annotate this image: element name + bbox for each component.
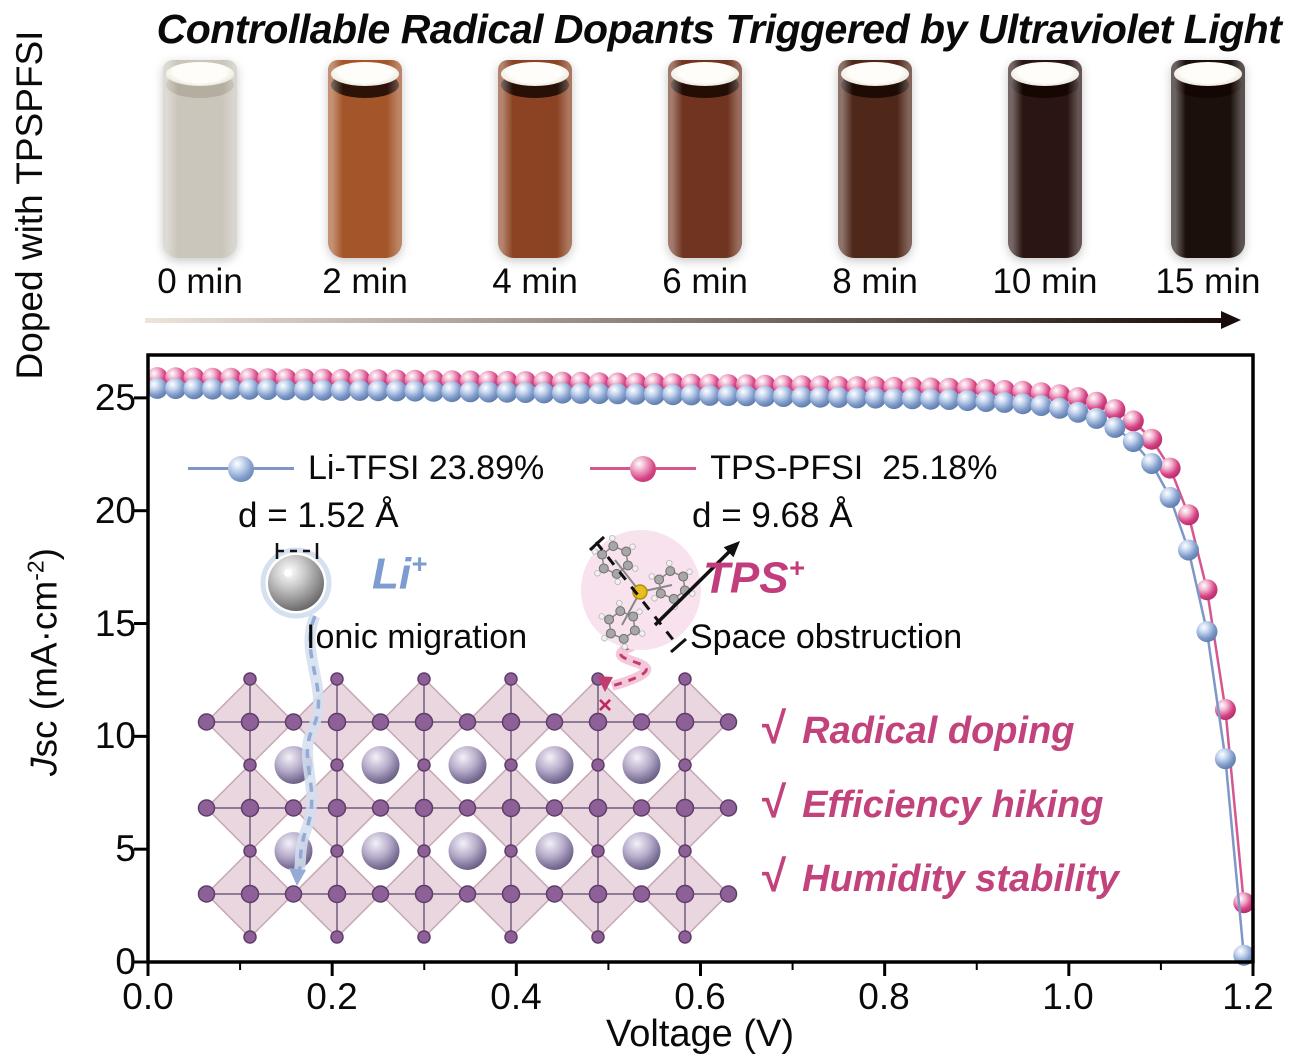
space-obstruction-arrow [597,641,652,692]
legend-line-pink [590,467,631,470]
y-tick-0: 0 [115,941,136,982]
space-obstruction-label: Space obstruction [690,618,963,656]
vial-photo [668,60,742,258]
check-icon: √ [762,778,787,827]
vial-time-label: 8 min [832,262,918,301]
x-tick-1.0: 1.0 [1042,976,1094,1017]
legend-label-li-tfsi: Li-TFSI 23.89% [308,449,545,487]
vial-cap [1010,62,1080,86]
tps-molecule [581,530,740,654]
vial-time-label: 10 min [992,262,1098,301]
vial-gloss [498,60,572,258]
figure-title: Controllable Radical Dopants Triggered b… [156,6,1282,52]
jv-curves [146,367,1255,966]
li-caliper-icon [275,543,319,559]
vial-time-label: 15 min [1155,262,1261,301]
y-tick-20: 20 [94,490,136,531]
vial-photo [838,60,912,258]
tps-ion-label: TPS+ [703,552,805,603]
plot-frame [146,353,1255,964]
legend-entry-li-tfsi: Li-TFSI 23.89% [188,449,544,488]
vial-cap [500,62,570,86]
x-tick-0.4: 0.4 [490,976,542,1017]
vial-gloss [163,60,237,258]
side-label: Doped with TPSPFSI [9,30,50,380]
axis-ticks [134,396,1255,976]
vial-photo [498,60,572,258]
x-tick-0.2: 0.2 [306,976,358,1017]
vial-gloss [668,60,742,258]
vial-time-label: 6 min [662,262,748,301]
legend-line-pink2 [656,467,697,470]
y-tick-15: 15 [94,603,136,644]
vial-time-label: 4 min [492,262,578,301]
vial-gloss [1008,60,1082,258]
check-icon: √ [762,852,787,901]
checklist-item-efficiency-hiking: √ Efficiency hiking [762,778,1104,827]
vial-gloss [328,60,402,258]
x-tick-0.0: 0.0 [122,976,174,1017]
li-ion-label: Li+ [372,548,428,599]
legend-line-blue [188,467,228,470]
y-axis-title: Jsc (mA·cm-2) [22,548,65,776]
vial-photo [163,60,237,258]
ionic-migration-arrow [289,613,325,886]
vial-photo [1171,60,1245,258]
vial-cap [670,62,740,86]
legend-label-tps-pfsi: TPS-PFSI 25.18% [710,449,998,487]
x-tick-1.2: 1.2 [1222,976,1274,1017]
vial-time-label: 2 min [322,262,408,301]
vial-cap [165,62,235,86]
vial-cap [330,62,400,86]
ionic-migration-label: Ionic migration [306,618,528,656]
y-tick-25: 25 [94,377,136,418]
vial-gloss [838,60,912,258]
arrowhead-icon [1221,311,1241,329]
legend-marker-pink-icon [630,455,657,482]
legend-marker-blue-icon [228,455,254,482]
vial-gloss [1171,60,1245,258]
vial-cap [1173,62,1243,86]
legend-entry-tps-pfsi: TPS-PFSI 25.18% [590,449,997,488]
vial-photo [1008,60,1082,258]
vial-cap [840,62,910,86]
legend-line-blue2 [254,467,294,470]
li-distance-label: d = 1.52 Å [238,496,399,535]
li-ion-sphere [260,547,332,619]
x-tick-0.6: 0.6 [674,976,726,1017]
check-icon: √ [762,704,787,753]
time-gradient-arrow [145,311,1241,329]
y-tick-5: 5 [115,828,136,869]
x-tick-0.8: 0.8 [858,976,910,1017]
tps-distance-label: d = 9.68 Å [692,496,853,535]
checklist-item-radical-doping: √ Radical doping [762,704,1075,753]
checklist-item-humidity-stability: √ Humidity stability [762,852,1119,901]
chart-legend: Li-TFSI 23.89% TPS-PFSI 25.18% [188,449,997,488]
diameter-arrow-icon [653,541,740,627]
blocked-x-mark: × [598,692,613,719]
y-tick-10: 10 [94,715,136,756]
perovskite-lattice [197,672,738,944]
vial-photo [328,60,402,258]
x-axis-title: Voltage (V) [606,1013,794,1055]
vial-time-label: 0 min [157,262,243,301]
